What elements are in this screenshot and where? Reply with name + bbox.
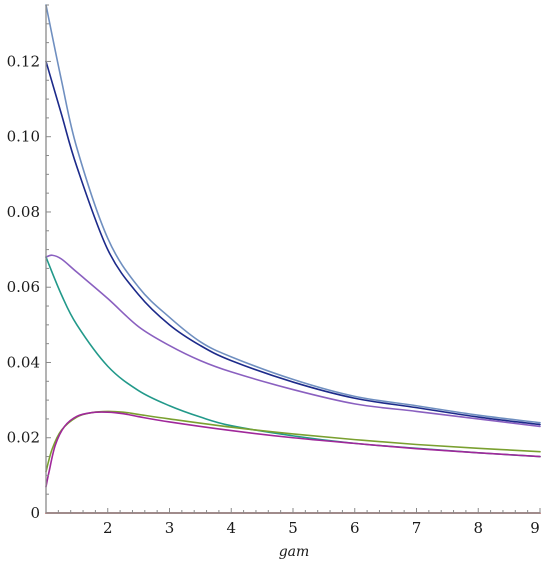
x-tick-label: 4: [226, 519, 236, 537]
x-tick-label: 8: [473, 519, 483, 537]
x-axis-title: gam: [279, 544, 310, 560]
x-tick-label: 2: [103, 519, 113, 537]
x-tick-label: 5: [288, 519, 298, 537]
x-tick-label: 9: [530, 519, 540, 537]
y-tick-label: 0: [30, 504, 40, 522]
series-line-5: [45, 410, 541, 473]
series-line-6: [45, 411, 541, 488]
y-tick-label: 0.12: [7, 52, 40, 70]
y-tick-label: 0.10: [7, 128, 40, 146]
y-tick-label: 0.06: [7, 278, 40, 296]
x-tick-label: 6: [350, 519, 360, 537]
series-line-1: [45, 4, 541, 424]
x-tick-label: 3: [165, 519, 175, 537]
y-tick-label: 0.04: [7, 353, 40, 371]
y-tick-label: 0.08: [7, 203, 40, 221]
series-line-4: [45, 256, 541, 458]
series-layer: [45, 4, 541, 514]
series-line-2: [45, 60, 541, 426]
series-line-3: [45, 254, 541, 428]
y-tick-label: 0.02: [7, 429, 40, 447]
axes: 0 0.02 0.04 0.06 0.08 0.10 0.12 2 3 4 5 6 7 8 9: [7, 4, 541, 537]
x-tick-label: 7: [412, 519, 422, 537]
